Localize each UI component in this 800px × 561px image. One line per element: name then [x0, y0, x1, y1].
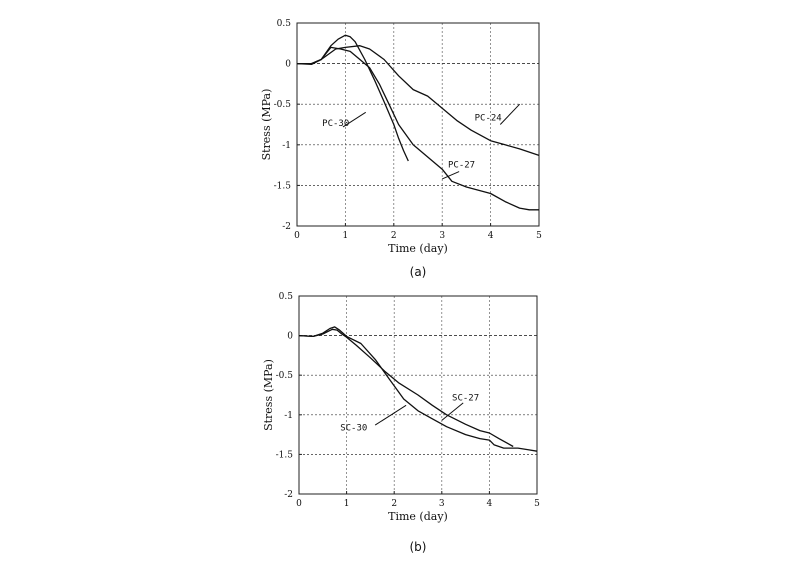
- x-tick-label: 0: [294, 231, 300, 241]
- x-tick-label: 2: [391, 231, 397, 241]
- x-axis-label: Time (day): [388, 510, 448, 523]
- series-annotation-pc-30: PC-30: [322, 119, 349, 129]
- annotation-leader: [442, 171, 460, 180]
- x-tick-label: 5: [534, 499, 540, 509]
- annotation-leader: [441, 402, 464, 421]
- y-tick-label: -2: [284, 490, 293, 500]
- series-annotation-pc-24: PC-24: [475, 113, 502, 123]
- series-annotation-pc-27: PC-27: [448, 161, 475, 171]
- series-annotation-sc-30: SC-30: [340, 424, 367, 434]
- plot-frame: [298, 295, 538, 495]
- series-line-sc-27: [298, 328, 514, 448]
- x-tick-label: 4: [488, 231, 494, 241]
- x-tick-label: 0: [296, 499, 302, 509]
- series-line-pc-27: [297, 46, 539, 211]
- x-tick-label: 2: [391, 499, 397, 509]
- y-tick-label: 0: [287, 332, 293, 342]
- y-tick-label: 0.5: [279, 292, 294, 302]
- y-tick-label: -2: [282, 222, 291, 232]
- y-axis-label: Stress (MPa): [262, 359, 275, 431]
- x-axis-label: Time (day): [388, 242, 448, 255]
- figure-caption: (a): [410, 265, 427, 279]
- series-annotation-sc-27: SC-27: [452, 394, 479, 404]
- x-tick-label: 3: [439, 499, 445, 509]
- y-tick-label: 0: [285, 60, 291, 70]
- chart-b: 0 1 2 3 4 5 0.5 0 -0.5 -1 -1.5 -2 Time (day) Stress (…: [262, 292, 540, 554]
- figure-caption: (b): [410, 540, 427, 554]
- y-tick-label: -1.5: [276, 450, 294, 460]
- y-axis-label: Stress (MPa): [260, 89, 273, 161]
- y-tick-label: -1: [282, 141, 291, 151]
- series-line-sc-30: [298, 326, 538, 452]
- x-tick-label: 3: [439, 231, 445, 241]
- series-line-pc-24: [297, 45, 540, 157]
- x-tick-label: 1: [343, 231, 349, 241]
- x-tick-label: 4: [487, 499, 493, 509]
- y-tick-label: -0.5: [274, 100, 292, 110]
- annotation-leader: [499, 103, 521, 125]
- annotation-leader: [374, 404, 407, 426]
- plot-frame: [296, 22, 540, 227]
- chart-a: 0 1 2 3 4 5 0.5 0 -0.5 -1 -1.5 -2 Time (day) Stress (…: [260, 19, 542, 279]
- x-tick-label: 5: [536, 231, 542, 241]
- y-tick-label: -0.5: [276, 371, 294, 381]
- annotation-leader: [342, 111, 366, 128]
- y-tick-label: -1: [284, 411, 293, 421]
- x-tick-label: 1: [344, 499, 350, 509]
- y-tick-label: 0.5: [277, 19, 292, 29]
- y-tick-label: -1.5: [274, 181, 292, 191]
